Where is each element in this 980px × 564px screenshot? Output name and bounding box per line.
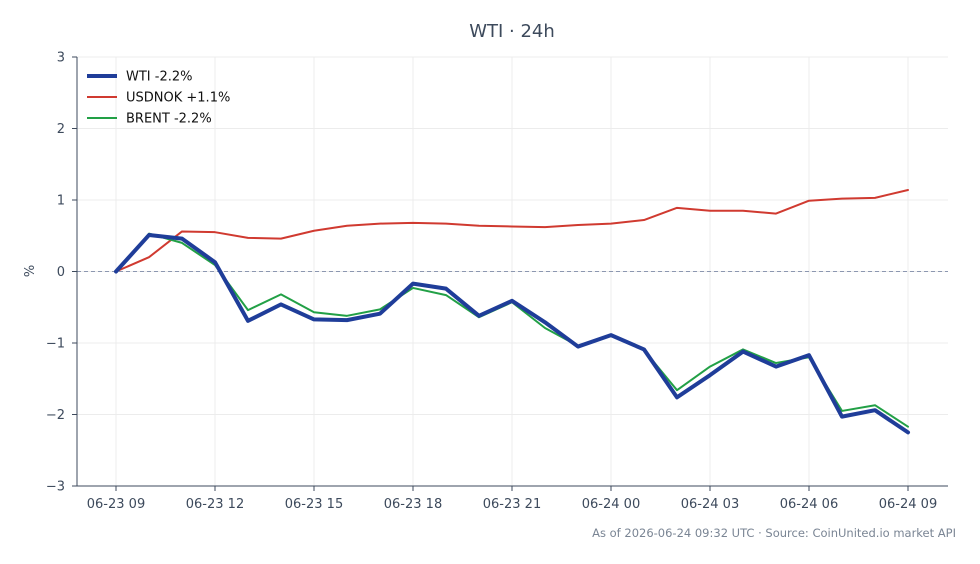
y-tick-label: −2: [46, 408, 65, 423]
y-tick-label: 2: [57, 122, 65, 137]
y-tick-label: −1: [46, 337, 65, 352]
y-axis-label: %: [23, 265, 38, 277]
x-tick-label: 06-23 21: [483, 497, 541, 512]
series-line-usdnok: [115, 188, 909, 273]
footer-source-note: As of 2026-06-24 09:32 UTC · Source: Coi…: [592, 526, 956, 540]
y-tick-label: −3: [46, 480, 65, 495]
x-tick-label: 06-23 12: [186, 497, 244, 512]
x-tick-label: 06-24 00: [582, 497, 640, 512]
legend-label-usdnok: USDNOK +1.1%: [126, 91, 230, 106]
axes: −3 −2 −1 0 1 2 3 06-23 09 06-23 12 06-23 15 06-23 …: [46, 51, 948, 512]
x-tick-label: 06-23 18: [384, 497, 442, 512]
x-tick-label: 06-23 15: [285, 497, 343, 512]
legend: WTI -2.2% USDNOK +1.1% BRENT -2.2%: [87, 70, 230, 127]
x-tick-label: 06-24 03: [681, 497, 739, 512]
x-tick-label: 06-23 09: [87, 497, 145, 512]
y-tick-label: 1: [57, 194, 65, 209]
y-tick-label: 3: [57, 51, 65, 66]
series-lines: [114, 188, 910, 435]
chart-title: WTI · 24h: [469, 21, 555, 42]
x-tick-label: 06-24 09: [879, 497, 937, 512]
legend-label-brent: BRENT -2.2%: [126, 112, 212, 127]
legend-label-wti: WTI -2.2%: [126, 70, 192, 85]
series-line-wti: [114, 233, 910, 435]
y-tick-label: 0: [57, 265, 65, 280]
x-tick-label: 06-24 06: [780, 497, 838, 512]
